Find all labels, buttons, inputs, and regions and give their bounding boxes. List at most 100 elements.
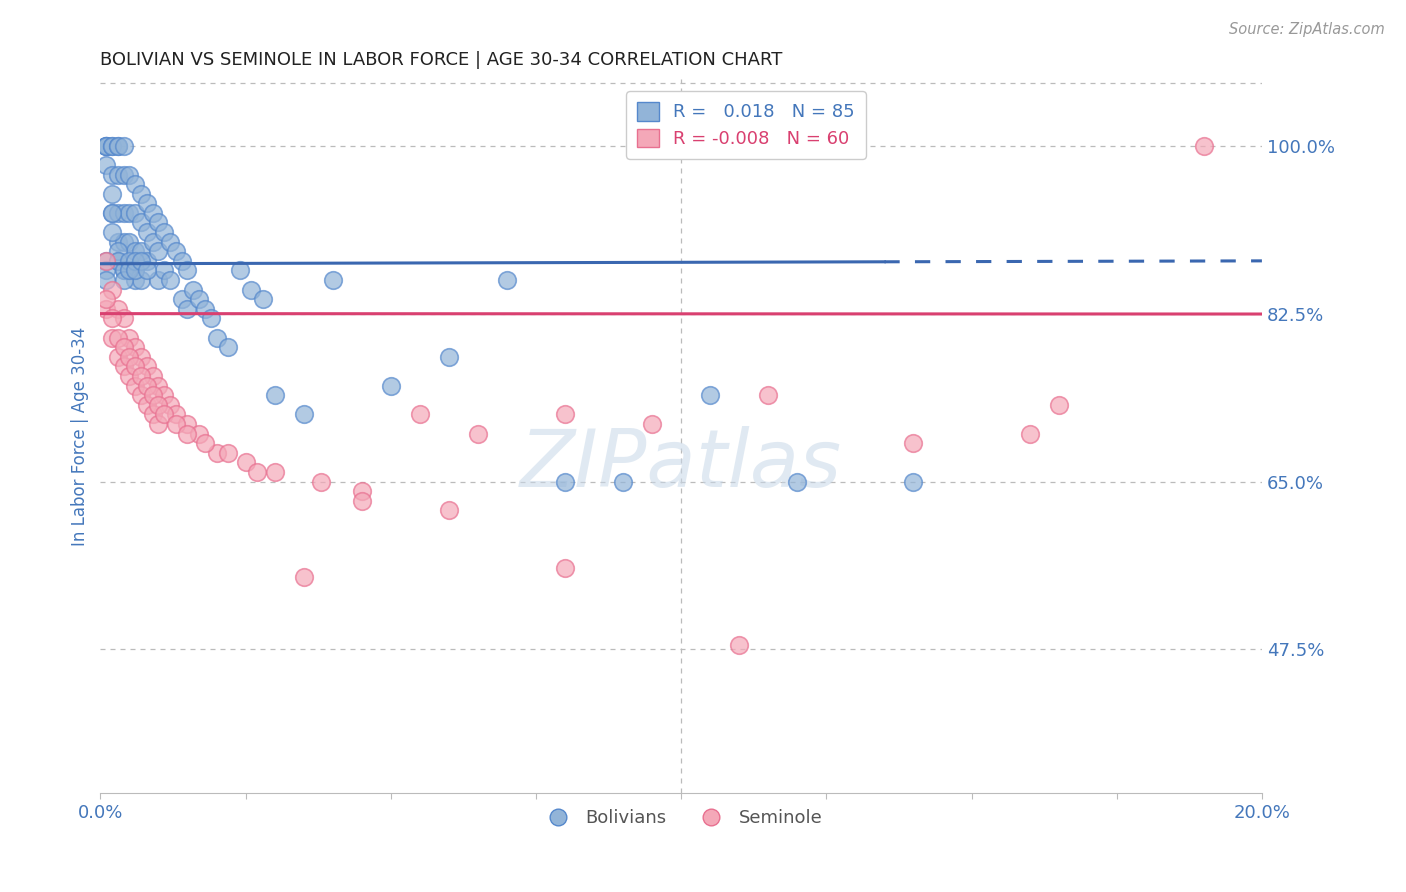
Point <box>786 475 808 489</box>
Point <box>96 138 118 153</box>
Point <box>194 301 217 316</box>
Point <box>148 378 170 392</box>
Point <box>101 138 124 153</box>
Point <box>129 350 152 364</box>
Point <box>159 398 181 412</box>
Point <box>148 215 170 229</box>
Point <box>129 388 152 402</box>
Point <box>159 235 181 249</box>
Point <box>112 359 135 374</box>
Point <box>112 311 135 326</box>
Point <box>129 253 152 268</box>
Point <box>107 168 129 182</box>
Point <box>118 350 141 364</box>
Point <box>142 235 165 249</box>
Point <box>159 273 181 287</box>
Point <box>129 273 152 287</box>
Point <box>380 378 402 392</box>
Point <box>322 273 344 287</box>
Point <box>170 292 193 306</box>
Point <box>135 263 157 277</box>
Point <box>309 475 332 489</box>
Point <box>124 359 146 374</box>
Point <box>96 253 118 268</box>
Point <box>101 206 124 220</box>
Point <box>148 244 170 259</box>
Point <box>112 206 135 220</box>
Point <box>252 292 274 306</box>
Point <box>96 158 118 172</box>
Point <box>205 330 228 344</box>
Text: ZIPatlas: ZIPatlas <box>520 425 842 504</box>
Point <box>129 244 152 259</box>
Point <box>124 340 146 354</box>
Point <box>124 177 146 191</box>
Point <box>124 253 146 268</box>
Point <box>96 292 118 306</box>
Point <box>205 446 228 460</box>
Point <box>176 301 198 316</box>
Point <box>176 426 198 441</box>
Point <box>350 484 373 499</box>
Point <box>101 330 124 344</box>
Point <box>112 168 135 182</box>
Point <box>467 426 489 441</box>
Point <box>153 408 176 422</box>
Point <box>112 235 135 249</box>
Point <box>263 465 285 479</box>
Point <box>217 340 239 354</box>
Point <box>188 292 211 306</box>
Point <box>437 503 460 517</box>
Point <box>756 388 779 402</box>
Point <box>699 388 721 402</box>
Point <box>1047 398 1070 412</box>
Point <box>96 301 118 316</box>
Point <box>107 301 129 316</box>
Point <box>107 235 129 249</box>
Point <box>1018 426 1040 441</box>
Point <box>554 408 576 422</box>
Point <box>148 417 170 431</box>
Y-axis label: In Labor Force | Age 30-34: In Labor Force | Age 30-34 <box>72 326 89 546</box>
Point <box>188 426 211 441</box>
Point <box>235 455 257 469</box>
Point <box>112 273 135 287</box>
Point <box>129 186 152 201</box>
Point <box>165 244 187 259</box>
Point <box>107 244 129 259</box>
Point <box>101 206 124 220</box>
Point <box>496 273 519 287</box>
Point <box>135 359 157 374</box>
Point <box>142 388 165 402</box>
Point <box>554 475 576 489</box>
Point <box>107 138 129 153</box>
Point <box>246 465 269 479</box>
Point <box>107 350 129 364</box>
Point <box>554 561 576 575</box>
Point <box>118 369 141 384</box>
Point <box>118 330 141 344</box>
Point <box>148 273 170 287</box>
Point <box>200 311 222 326</box>
Point <box>142 408 165 422</box>
Point <box>101 186 124 201</box>
Point <box>135 398 157 412</box>
Point <box>118 263 141 277</box>
Point <box>124 206 146 220</box>
Point <box>292 408 315 422</box>
Point <box>96 273 118 287</box>
Point <box>101 283 124 297</box>
Point <box>101 311 124 326</box>
Point <box>124 273 146 287</box>
Point <box>118 235 141 249</box>
Point <box>112 340 135 354</box>
Point <box>612 475 634 489</box>
Point <box>903 436 925 450</box>
Point <box>101 225 124 239</box>
Point <box>96 263 118 277</box>
Legend: Bolivians, Seminole: Bolivians, Seminole <box>533 802 830 834</box>
Point <box>107 253 129 268</box>
Point <box>217 446 239 460</box>
Point <box>181 283 204 297</box>
Point <box>124 378 146 392</box>
